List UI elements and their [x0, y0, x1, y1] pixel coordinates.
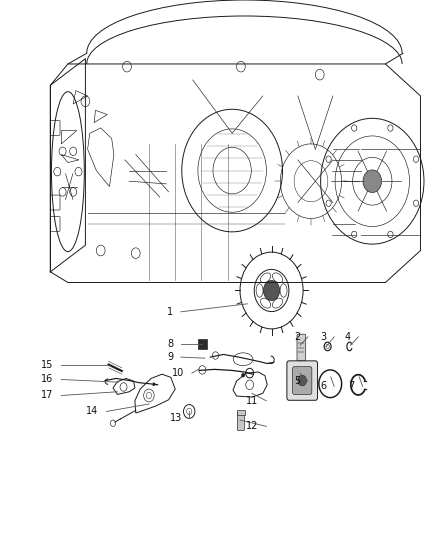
Text: 15: 15 [41, 360, 53, 370]
Text: 6: 6 [320, 382, 326, 391]
Text: 13: 13 [170, 414, 182, 423]
Circle shape [263, 280, 280, 301]
FancyBboxPatch shape [293, 367, 312, 394]
Text: 9: 9 [167, 352, 173, 362]
Text: 17: 17 [41, 391, 53, 400]
Text: 16: 16 [41, 375, 53, 384]
FancyBboxPatch shape [237, 413, 244, 431]
Text: 2: 2 [294, 332, 300, 342]
Circle shape [363, 170, 381, 192]
Text: 10: 10 [172, 368, 184, 378]
Bar [198, 339, 207, 349]
Text: 14: 14 [86, 407, 99, 416]
Text: 8: 8 [167, 339, 173, 349]
Text: 4: 4 [344, 332, 350, 342]
Circle shape [298, 375, 307, 386]
FancyBboxPatch shape [287, 361, 318, 400]
Text: 5: 5 [294, 376, 300, 386]
Text: 1: 1 [167, 307, 173, 317]
Circle shape [241, 373, 245, 377]
Bar [237, 410, 245, 415]
Text: 11: 11 [246, 396, 258, 406]
FancyBboxPatch shape [297, 334, 306, 361]
Text: 3: 3 [320, 332, 326, 342]
Text: 7: 7 [349, 382, 355, 391]
Text: 12: 12 [246, 422, 258, 431]
